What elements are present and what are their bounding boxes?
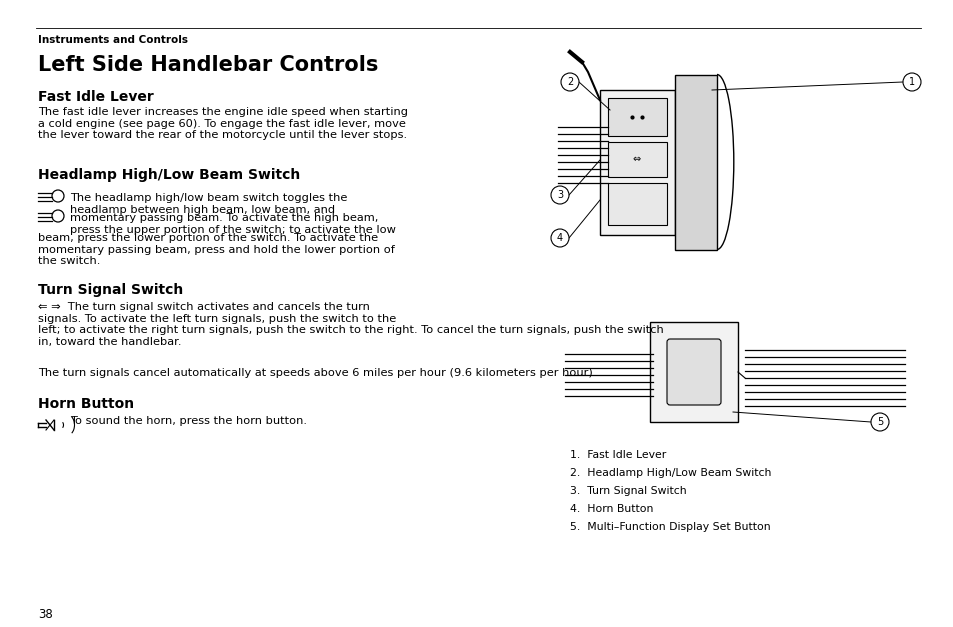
Text: 5.  Multi–Function Display Set Button: 5. Multi–Function Display Set Button [569,522,770,532]
Text: To sound the horn, press the horn button.: To sound the horn, press the horn button… [70,416,307,426]
Text: 4: 4 [557,233,562,243]
Text: Fast Idle Lever: Fast Idle Lever [38,90,153,104]
FancyBboxPatch shape [649,322,738,422]
Text: momentary passing beam. To activate the high beam,
press the upper portion of th: momentary passing beam. To activate the … [70,213,395,234]
Circle shape [52,190,64,202]
FancyBboxPatch shape [607,142,666,177]
Text: 3.  Turn Signal Switch: 3. Turn Signal Switch [569,486,686,496]
Text: 4.  Horn Button: 4. Horn Button [569,504,653,514]
Circle shape [902,73,920,91]
FancyBboxPatch shape [599,90,675,235]
Text: Headlamp High/Low Beam Switch: Headlamp High/Low Beam Switch [38,168,300,182]
Circle shape [551,229,568,247]
Circle shape [870,413,888,431]
Circle shape [52,210,64,222]
Text: The fast idle lever increases the engine idle speed when starting
a cold engine : The fast idle lever increases the engine… [38,107,408,140]
Text: Left Side Handlebar Controls: Left Side Handlebar Controls [38,55,378,75]
Text: beam, press the lower portion of the switch. To activate the
momentary passing b: beam, press the lower portion of the swi… [38,233,395,266]
Text: Horn Button: Horn Button [38,397,134,411]
Circle shape [551,186,568,204]
Text: The headlamp high/low beam switch toggles the
headlamp between high beam, low be: The headlamp high/low beam switch toggle… [70,193,347,214]
Text: 1.  Fast Idle Lever: 1. Fast Idle Lever [569,450,665,460]
Text: 2: 2 [566,77,573,87]
Circle shape [560,73,578,91]
Text: 5: 5 [876,417,882,427]
Text: 38: 38 [38,608,52,621]
Text: Turn Signal Switch: Turn Signal Switch [38,283,183,297]
Text: 2.  Headlamp High/Low Beam Switch: 2. Headlamp High/Low Beam Switch [569,468,771,478]
Text: 3: 3 [557,190,562,200]
Text: The turn signals cancel automatically at speeds above 6 miles per hour (9.6 kilo: The turn signals cancel automatically at… [38,368,596,378]
FancyBboxPatch shape [607,98,666,136]
Text: ⇐ ⇒  The turn signal switch activates and cancels the turn
signals. To activate : ⇐ ⇒ The turn signal switch activates and… [38,302,663,347]
FancyBboxPatch shape [666,339,720,405]
Text: Instruments and Controls: Instruments and Controls [38,35,188,45]
Bar [675,75,717,250]
FancyBboxPatch shape [607,183,666,225]
Text: 1: 1 [908,77,914,87]
Text: ⇔: ⇔ [632,154,640,164]
